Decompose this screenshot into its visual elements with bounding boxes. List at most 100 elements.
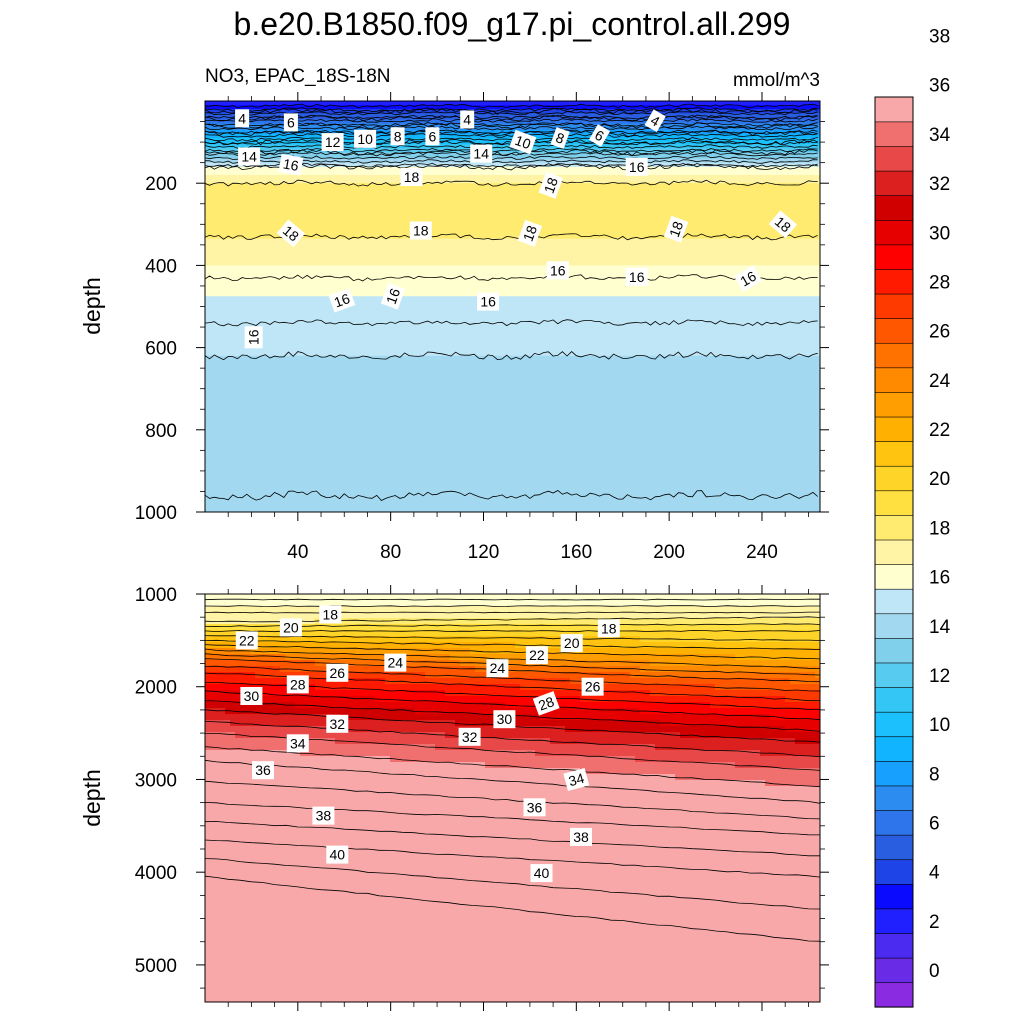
contour-fill-cell — [495, 936, 501, 943]
contour-fill-cell — [370, 840, 376, 847]
contour-fill-cell — [360, 618, 366, 625]
contour-fill-cell — [215, 930, 221, 937]
contour-fill-cell — [375, 804, 381, 811]
contour-label-text: 16 — [550, 262, 566, 278]
contour-fill-cell — [280, 642, 286, 649]
contour-fill-cell — [360, 798, 366, 805]
contour-fill-band — [205, 246, 820, 250]
contour-fill-cell — [465, 996, 471, 1002]
contour-fill-cell — [240, 942, 246, 949]
contour-fill-cell — [345, 654, 351, 661]
contour-fill-cell — [455, 996, 461, 1002]
contour-fill-cell — [440, 840, 446, 847]
contour-fill-band — [205, 462, 820, 466]
contour-fill-cell — [345, 810, 351, 817]
contour-fill-cell — [470, 786, 476, 793]
contour-fill-cell — [350, 618, 356, 625]
contour-fill-cell — [305, 792, 311, 799]
contour-fill-cell — [475, 846, 481, 853]
contour-fill-cell — [455, 864, 461, 871]
contour-fill-cell — [530, 672, 536, 679]
contour-fill-cell — [535, 930, 541, 937]
contour-fill-cell — [325, 990, 331, 997]
contour-fill-cell — [205, 846, 211, 853]
contour-fill-cell — [400, 912, 406, 919]
contour-fill-cell — [530, 678, 536, 685]
contour-fill-cell — [425, 648, 431, 655]
contour-fill-cell — [345, 642, 351, 649]
contour-fill-cell — [460, 954, 466, 961]
contour-fill-cell — [420, 990, 426, 997]
contour-fill-cell — [450, 624, 456, 631]
contour-fill-cell — [415, 726, 421, 733]
contour-fill-cell — [490, 714, 496, 721]
contour-fill-cell — [265, 708, 271, 715]
contour-fill-cell — [250, 822, 256, 829]
contour-fill-cell — [535, 816, 541, 823]
contour-fill-cell — [390, 648, 396, 655]
contour-fill-cell — [485, 978, 491, 985]
contour-fill-cell — [515, 834, 521, 841]
contour-fill-cell — [300, 930, 306, 937]
contour-fill-cell — [265, 780, 271, 787]
contour-fill-cell — [400, 852, 406, 859]
contour-fill-cell — [430, 888, 436, 895]
contour-fill-cell — [500, 696, 506, 703]
contour-fill-cell — [325, 762, 331, 769]
contour-fill-cell — [505, 786, 511, 793]
contour-fill-cell — [340, 744, 346, 751]
contour-fill-cell — [335, 900, 341, 907]
contour-fill-cell — [350, 660, 356, 667]
contour-fill-cell — [495, 636, 501, 643]
contour-fill-cell — [410, 612, 416, 619]
contour-fill-cell — [430, 996, 436, 1002]
contour-fill-cell — [470, 876, 476, 883]
contour-fill-cell — [445, 678, 451, 685]
contour-fill-cell — [230, 858, 236, 865]
contour-fill-cell — [235, 846, 241, 853]
contour-fill-cell — [480, 924, 486, 931]
contour-fill-cell — [265, 636, 271, 643]
contour-fill-band — [205, 475, 820, 478]
contour-fill-cell — [335, 762, 341, 769]
contour-fill-cell — [500, 900, 506, 907]
contour-fill-cell — [365, 780, 371, 787]
contour-fill-cell — [380, 630, 386, 637]
contour-fill-band — [205, 218, 820, 221]
contour-fill-cell — [345, 786, 351, 793]
contour-fill-cell — [525, 678, 531, 685]
contour-fill-cell — [250, 816, 256, 823]
contour-fill-cell — [535, 990, 541, 997]
contour-fill-cell — [465, 642, 471, 649]
contour-fill-band — [205, 216, 820, 219]
contour-fill-cell — [285, 918, 291, 925]
contour-fill-cell — [515, 768, 521, 775]
contour-fill-cell — [450, 594, 456, 601]
contour-fill-cell — [355, 780, 361, 787]
contour-fill-cell — [440, 762, 446, 769]
contour-fill-cell — [365, 954, 371, 961]
contour-fill-cell — [380, 864, 386, 871]
contour-fill-band — [205, 174, 820, 178]
contour-fill-cell — [345, 918, 351, 925]
contour-fill-cell — [380, 768, 386, 775]
contour-fill-cell — [350, 882, 356, 889]
contour-fill-cell — [535, 996, 541, 1002]
contour-fill-cell — [490, 678, 496, 685]
contour-fill-cell — [335, 960, 341, 967]
contour-fill-cell — [510, 690, 516, 697]
contour-fill-cell — [310, 690, 316, 697]
contour-fill-cell — [385, 894, 391, 901]
contour-fill-cell — [290, 876, 296, 883]
contour-fill-cell — [305, 624, 311, 631]
contour-fill-cell — [290, 726, 296, 733]
contour-fill-cell — [225, 612, 231, 619]
contour-fill-cell — [310, 738, 316, 745]
contour-fill-cell — [240, 930, 246, 937]
contour-fill-cell — [385, 684, 391, 691]
contour-fill-cell — [245, 666, 251, 673]
contour-fill-cell — [490, 918, 496, 925]
contour-fill-cell — [505, 966, 511, 973]
contour-fill-cell — [255, 990, 261, 997]
contour-fill-cell — [455, 888, 461, 895]
